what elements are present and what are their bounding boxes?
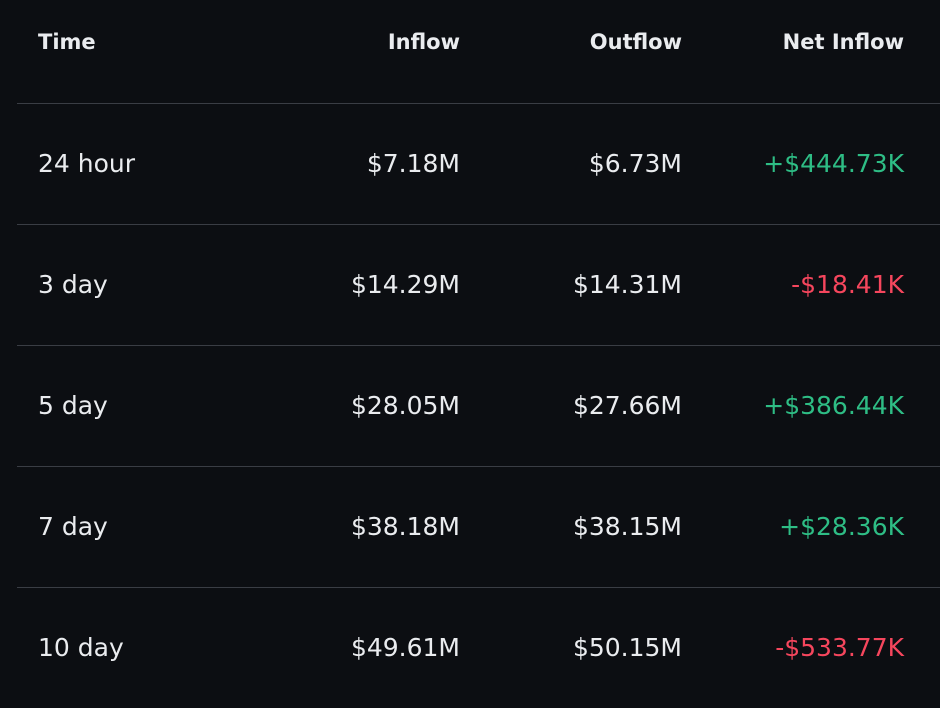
table-row: 24 hour $7.18M $6.73M +$444.73K bbox=[17, 104, 940, 225]
flow-table: Time Inflow Outflow Net Inflow 24 hour $… bbox=[17, 0, 940, 708]
table-header: Time Inflow Outflow Net Inflow bbox=[17, 0, 940, 104]
row-time: 10 day bbox=[38, 633, 124, 662]
row-time: 5 day bbox=[38, 391, 108, 420]
row-inflow: $49.61M bbox=[350, 633, 460, 662]
header-time: Time bbox=[38, 30, 96, 54]
header-net-inflow: Net Inflow bbox=[782, 30, 904, 54]
row-outflow: $50.15M bbox=[572, 633, 682, 662]
row-net-inflow: -$533.77K bbox=[775, 633, 904, 662]
row-time: 24 hour bbox=[38, 149, 136, 178]
row-net-inflow: -$18.41K bbox=[791, 270, 904, 299]
row-inflow: $7.18M bbox=[366, 149, 460, 178]
row-outflow: $27.66M bbox=[572, 391, 682, 420]
row-inflow: $14.29M bbox=[350, 270, 460, 299]
row-time: 3 day bbox=[38, 270, 108, 299]
row-outflow: $14.31M bbox=[572, 270, 682, 299]
table-row: 5 day $28.05M $27.66M +$386.44K bbox=[17, 346, 940, 467]
header-outflow: Outflow bbox=[589, 30, 682, 54]
table-row: 10 day $49.61M $50.15M -$533.77K bbox=[17, 588, 940, 708]
table-row: 7 day $38.18M $38.15M +$28.36K bbox=[17, 467, 940, 588]
row-inflow: $28.05M bbox=[350, 391, 460, 420]
row-net-inflow: +$386.44K bbox=[763, 391, 904, 420]
row-inflow: $38.18M bbox=[350, 512, 460, 541]
row-net-inflow: +$28.36K bbox=[779, 512, 904, 541]
header-inflow: Inflow bbox=[387, 30, 460, 54]
row-outflow: $6.73M bbox=[588, 149, 682, 178]
row-time: 7 day bbox=[38, 512, 108, 541]
row-net-inflow: +$444.73K bbox=[763, 149, 904, 178]
table-row: 3 day $14.29M $14.31M -$18.41K bbox=[17, 225, 940, 346]
row-outflow: $38.15M bbox=[572, 512, 682, 541]
